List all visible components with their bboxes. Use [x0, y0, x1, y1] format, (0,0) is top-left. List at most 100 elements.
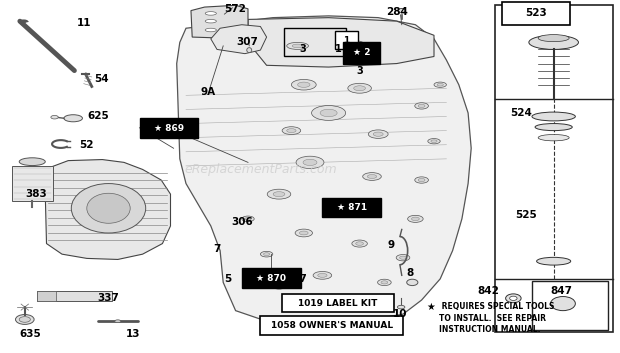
Ellipse shape	[273, 192, 285, 197]
Text: REQUIRES SPECIAL TOOLS
TO INSTALL.  SEE REPAIR
INSTRUCTION MANUAL.: REQUIRES SPECIAL TOOLS TO INSTALL. SEE R…	[439, 302, 554, 334]
Text: 52: 52	[79, 140, 94, 150]
Ellipse shape	[298, 82, 310, 87]
Ellipse shape	[267, 189, 291, 199]
Ellipse shape	[398, 8, 405, 13]
Text: eReplacementParts.com: eReplacementParts.com	[184, 163, 337, 176]
Ellipse shape	[396, 255, 410, 261]
Text: 5: 5	[224, 274, 231, 284]
Text: 10: 10	[392, 309, 407, 319]
Ellipse shape	[312, 106, 346, 120]
Ellipse shape	[205, 12, 216, 15]
Ellipse shape	[529, 35, 578, 49]
Text: 306: 306	[231, 217, 253, 227]
Ellipse shape	[278, 279, 283, 283]
Text: ★ 870: ★ 870	[256, 274, 286, 282]
Ellipse shape	[264, 253, 270, 256]
Ellipse shape	[535, 124, 572, 131]
Ellipse shape	[431, 140, 437, 143]
Ellipse shape	[205, 28, 216, 32]
Ellipse shape	[51, 115, 58, 119]
Text: 3: 3	[299, 44, 306, 54]
Text: 3: 3	[356, 66, 363, 76]
Ellipse shape	[16, 315, 34, 324]
Text: 847: 847	[550, 286, 572, 296]
Ellipse shape	[299, 231, 308, 235]
Text: 524: 524	[510, 108, 532, 118]
Ellipse shape	[399, 256, 407, 259]
Bar	[343, 42, 380, 64]
Ellipse shape	[71, 184, 146, 233]
Ellipse shape	[337, 204, 357, 213]
Ellipse shape	[342, 206, 352, 210]
Text: 9A: 9A	[200, 87, 215, 97]
Text: 8: 8	[407, 268, 414, 277]
Text: 337: 337	[97, 293, 120, 303]
Ellipse shape	[408, 215, 423, 222]
Text: 523: 523	[525, 8, 547, 18]
Ellipse shape	[510, 296, 517, 300]
Ellipse shape	[353, 86, 366, 91]
Bar	[242, 268, 301, 288]
Ellipse shape	[397, 305, 405, 309]
Text: 842: 842	[477, 286, 499, 296]
Ellipse shape	[434, 82, 446, 87]
Ellipse shape	[415, 177, 428, 183]
Ellipse shape	[247, 48, 252, 53]
Polygon shape	[248, 18, 434, 67]
Ellipse shape	[275, 285, 283, 287]
Ellipse shape	[415, 103, 428, 109]
Ellipse shape	[418, 178, 425, 181]
Ellipse shape	[378, 279, 391, 286]
Ellipse shape	[286, 128, 296, 132]
Ellipse shape	[242, 216, 254, 222]
Text: 7: 7	[213, 244, 221, 254]
Text: 284: 284	[386, 7, 408, 17]
Ellipse shape	[303, 159, 317, 166]
Polygon shape	[177, 16, 471, 323]
Polygon shape	[191, 5, 248, 38]
Ellipse shape	[368, 130, 388, 138]
Text: 1: 1	[343, 36, 350, 45]
Bar	[12, 166, 53, 201]
Ellipse shape	[437, 83, 443, 86]
Ellipse shape	[506, 294, 521, 303]
Text: 383: 383	[25, 189, 47, 199]
Text: 1019 LABEL KIT: 1019 LABEL KIT	[298, 299, 378, 307]
Ellipse shape	[272, 283, 286, 289]
Ellipse shape	[115, 320, 121, 323]
Text: ★ 871: ★ 871	[337, 203, 367, 212]
Ellipse shape	[64, 115, 82, 122]
Ellipse shape	[320, 109, 337, 117]
Text: 9: 9	[387, 240, 394, 250]
Bar	[282, 294, 394, 312]
Ellipse shape	[428, 138, 440, 144]
Ellipse shape	[373, 132, 383, 136]
Ellipse shape	[348, 42, 359, 46]
Ellipse shape	[87, 193, 130, 223]
Polygon shape	[45, 160, 170, 259]
Ellipse shape	[342, 41, 365, 48]
Ellipse shape	[292, 44, 303, 48]
Ellipse shape	[363, 173, 381, 180]
Text: ★ 2: ★ 2	[353, 48, 370, 58]
Ellipse shape	[348, 83, 371, 93]
Text: 54: 54	[94, 74, 108, 84]
Text: ★ 869: ★ 869	[154, 124, 184, 132]
Ellipse shape	[356, 242, 363, 245]
Ellipse shape	[296, 156, 324, 169]
Ellipse shape	[282, 127, 301, 134]
Bar	[502, 2, 570, 25]
Ellipse shape	[537, 257, 570, 265]
Ellipse shape	[538, 35, 569, 42]
Bar	[37, 291, 112, 301]
Bar	[322, 198, 381, 217]
Ellipse shape	[286, 42, 309, 49]
Bar	[532, 281, 608, 330]
Bar	[335, 31, 358, 49]
Ellipse shape	[352, 240, 367, 247]
Ellipse shape	[295, 229, 312, 237]
Text: 1058 OWNER'S MANUAL: 1058 OWNER'S MANUAL	[271, 321, 392, 330]
Ellipse shape	[367, 175, 377, 179]
Bar	[284, 28, 346, 56]
Text: 307: 307	[285, 274, 308, 284]
